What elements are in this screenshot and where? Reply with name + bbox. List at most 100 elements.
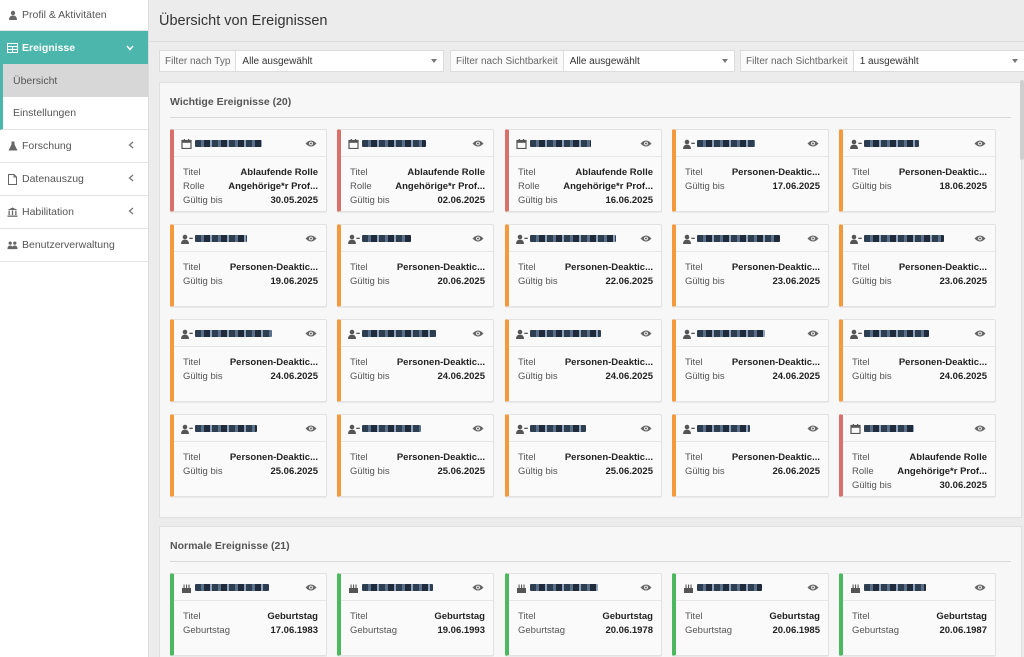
event-card[interactable]: Titel Personen-Deaktic... Gültig bis 24.06.… <box>839 319 996 402</box>
card-row-label: Gültig bis <box>685 465 725 477</box>
sidebar-item-data-export[interactable]: Datenauszug <box>0 163 148 196</box>
card-row: Gültig bis 23.06.2025 <box>685 274 820 288</box>
card-row-label: Geburtstag <box>518 624 565 636</box>
event-card[interactable]: Titel Personen-Deaktic... Gültig bis 26.06.… <box>672 414 829 497</box>
filter-visibility-select-2[interactable]: Filter nach Sichtbarkeit 1 ausgewählt <box>740 50 1024 72</box>
card-row-value: Angehörige*r Prof... <box>563 180 653 192</box>
event-card[interactable]: Titel Geburtstag Geburtstag 17.06.1983 <box>170 573 327 656</box>
event-card[interactable]: Titel Personen-Deaktic... Gültig bis 24.06.… <box>672 319 829 402</box>
card-row-value: Angehörige*r Prof... <box>395 180 485 192</box>
eye-icon[interactable] <box>974 139 986 148</box>
eye-icon[interactable] <box>640 424 652 433</box>
event-card[interactable]: Titel Ablaufende Rolle Rolle Angehörige*r P… <box>337 129 494 212</box>
eye-icon[interactable] <box>640 234 652 243</box>
scrollbar[interactable] <box>1020 80 1024 160</box>
event-card[interactable]: Titel Geburtstag Geburtstag 20.06.1987 <box>839 573 996 656</box>
card-row: Titel Personen-Deaktic... <box>685 450 820 464</box>
eye-icon[interactable] <box>807 424 819 433</box>
sidebar-item-events[interactable]: Ereignisse <box>0 31 148 64</box>
user-minus-icon <box>850 139 862 149</box>
card-row: Titel Personen-Deaktic... <box>685 260 820 274</box>
eye-icon[interactable] <box>807 234 819 243</box>
user-minus-icon <box>348 424 360 434</box>
file-icon <box>7 173 18 185</box>
event-card[interactable]: Titel Personen-Deaktic... Gültig bis 20.06.… <box>337 224 494 307</box>
card-row-value: Ablaufende Rolle <box>407 166 485 178</box>
eye-icon[interactable] <box>640 329 652 338</box>
event-card[interactable]: Titel Personen-Deaktic... Gültig bis 17.06.… <box>672 129 829 212</box>
sidebar-item-user-management[interactable]: Benutzerverwaltung <box>0 229 148 262</box>
eye-icon[interactable] <box>305 424 317 433</box>
event-card[interactable]: Titel Geburtstag Geburtstag 20.06.1985 <box>672 573 829 656</box>
eye-icon[interactable] <box>472 583 484 592</box>
card-body: Titel Geburtstag Geburtstag 20.06.1987 <box>843 601 995 637</box>
eye-icon[interactable] <box>472 234 484 243</box>
event-card[interactable]: Titel Personen-Deaktic... Gültig bis 23.06.… <box>672 224 829 307</box>
card-row-label: Titel <box>350 166 368 178</box>
card-row-value: Personen-Deaktic... <box>229 261 318 273</box>
card-header <box>509 415 661 442</box>
eye-icon[interactable] <box>305 329 317 338</box>
event-card[interactable]: Titel Personen-Deaktic... Gültig bis 18.06.… <box>839 129 996 212</box>
event-card[interactable]: Titel Personen-Deaktic... Gültig bis 24.06.… <box>170 319 327 402</box>
eye-icon[interactable] <box>974 234 986 243</box>
eye-icon[interactable] <box>807 583 819 592</box>
eye-icon[interactable] <box>472 329 484 338</box>
eye-icon[interactable] <box>472 139 484 148</box>
card-row: Gültig bis 23.06.2025 <box>852 274 987 288</box>
card-row: Gültig bis 22.06.2025 <box>518 274 653 288</box>
card-body: Titel Ablaufende Rolle Rolle Angehörige*r P… <box>509 157 661 207</box>
sidebar-item-research[interactable]: Forschung <box>0 130 148 163</box>
card-row-value: Personen-Deaktic... <box>229 451 318 463</box>
eye-icon[interactable] <box>807 139 819 148</box>
card-row-value: Ablaufende Rolle <box>240 166 318 178</box>
sidebar-item-profile[interactable]: Profil & Aktivitäten <box>0 0 148 31</box>
eye-icon[interactable] <box>974 329 986 338</box>
card-row-label: Titel <box>183 166 201 178</box>
card-header <box>174 225 326 252</box>
sidebar-subitem-overview[interactable]: Übersicht <box>0 64 148 97</box>
eye-icon[interactable] <box>305 139 317 148</box>
event-card[interactable]: Titel Ablaufende Rolle Rolle Angehörige*r P… <box>505 129 662 212</box>
event-card[interactable]: Titel Geburtstag Geburtstag 20.06.1978 <box>505 573 662 656</box>
event-card[interactable]: Titel Personen-Deaktic... Gültig bis 24.06.… <box>337 319 494 402</box>
redacted-name <box>530 584 598 591</box>
event-card[interactable]: Titel Personen-Deaktic... Gültig bis 22.06.… <box>505 224 662 307</box>
card-row-value: 20.06.1978 <box>605 624 653 636</box>
eye-icon[interactable] <box>305 234 317 243</box>
event-card[interactable]: Titel Ablaufende Rolle Rolle Angehörige*r P… <box>839 414 996 497</box>
filter-visibility-select[interactable]: Filter nach Sichtbarkeit Alle ausgewählt <box>450 50 735 72</box>
event-card[interactable]: Titel Geburtstag Geburtstag 19.06.1993 <box>337 573 494 656</box>
sidebar-item-habilitation[interactable]: Habilitation <box>0 196 148 229</box>
eye-icon[interactable] <box>472 424 484 433</box>
filter-type-select[interactable]: Filter nach Typ Alle ausgewählt <box>159 50 444 72</box>
filter-value: 1 ausgewählt <box>859 55 919 67</box>
event-card[interactable]: Titel Personen-Deaktic... Gültig bis 25.06.… <box>505 414 662 497</box>
eye-icon[interactable] <box>640 139 652 148</box>
event-card[interactable]: Titel Personen-Deaktic... Gültig bis 25.06.… <box>170 414 327 497</box>
card-row-value: Angehörige*r Prof... <box>228 180 318 192</box>
event-card[interactable]: Titel Personen-Deaktic... Gültig bis 25.06.… <box>337 414 494 497</box>
card-body: Titel Personen-Deaktic... Gültig bis 19.06.… <box>174 252 326 288</box>
event-card[interactable]: Titel Personen-Deaktic... Gültig bis 23.06.… <box>839 224 996 307</box>
card-row: Gültig bis 24.06.2025 <box>350 369 485 383</box>
event-card[interactable]: Titel Ablaufende Rolle Rolle Angehörige*r P… <box>170 129 327 212</box>
card-body: Titel Personen-Deaktic... Gültig bis 25.06.… <box>174 442 326 478</box>
eye-icon[interactable] <box>974 583 986 592</box>
user-minus-icon <box>348 329 360 339</box>
card-row-label: Titel <box>518 451 536 463</box>
eye-icon[interactable] <box>807 329 819 338</box>
card-row-value: Personen-Deaktic... <box>396 451 485 463</box>
eye-icon[interactable] <box>640 583 652 592</box>
event-card[interactable]: Titel Personen-Deaktic... Gültig bis 19.06.… <box>170 224 327 307</box>
card-row-value: Personen-Deaktic... <box>898 356 987 368</box>
card-row: Gültig bis 19.06.2025 <box>183 274 318 288</box>
sidebar-subitem-settings[interactable]: Einstellungen <box>0 97 148 130</box>
eye-icon[interactable] <box>305 583 317 592</box>
card-row-value: 24.06.2025 <box>605 370 653 382</box>
event-card[interactable]: Titel Personen-Deaktic... Gültig bis 24.06.… <box>505 319 662 402</box>
card-row-label: Titel <box>350 451 368 463</box>
eye-icon[interactable] <box>974 424 986 433</box>
card-row: Titel Personen-Deaktic... <box>183 260 318 274</box>
card-body: Titel Ablaufende Rolle Rolle Angehörige*r P… <box>341 157 493 207</box>
